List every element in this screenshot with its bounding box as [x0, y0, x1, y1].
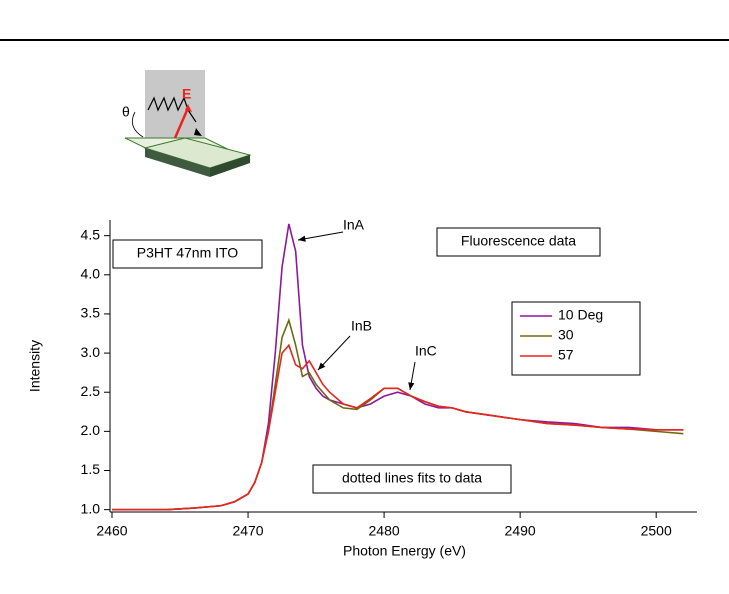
annotation-box — [112, 239, 263, 269]
annotation-arrow — [317, 335, 351, 371]
inset-diagram — [124, 70, 252, 177]
x-axis-label: Photon Energy (eV) — [343, 543, 466, 559]
y-axis-label: Intensity — [27, 340, 43, 392]
x-tick-label: 2480 — [369, 523, 400, 539]
arrow-head — [408, 382, 415, 390]
annotation: InB — [351, 318, 372, 334]
annotation: InC — [415, 343, 437, 359]
y-tick-label: 1.0 — [81, 500, 101, 516]
annotation: Fluorescence data — [461, 233, 576, 249]
y-tick-label: 2.5 — [81, 383, 101, 399]
inset-label: θ — [122, 104, 130, 120]
y-tick-label: 4.5 — [81, 226, 101, 242]
legend-label: 57 — [558, 347, 574, 363]
annotation-box — [436, 227, 601, 257]
inset-label: E — [182, 86, 191, 102]
x-tick-label: 2490 — [505, 523, 536, 539]
y-tick-label: 3.5 — [81, 305, 101, 321]
arrow-head — [298, 235, 306, 242]
y-tick-label: 1.5 — [81, 461, 101, 477]
y-tick-label: 2.0 — [81, 422, 101, 438]
annotation: InA — [343, 217, 365, 233]
annotation-arrow — [297, 231, 344, 241]
x-tick-label: 2470 — [232, 523, 263, 539]
y-tick-label: 4.0 — [81, 266, 101, 282]
annotation-box — [312, 464, 512, 494]
y-tick-label: 3.0 — [81, 344, 101, 360]
x-tick-label: 2500 — [641, 523, 672, 539]
arrow-head — [318, 362, 326, 370]
x-tick-label: 2460 — [96, 523, 127, 539]
legend-label: 10 Deg — [558, 307, 603, 323]
annotation: dotted lines fits to data — [342, 470, 482, 486]
annotation: P3HT 47nm ITO — [137, 245, 239, 261]
legend-label: 30 — [558, 327, 574, 343]
legend-box — [511, 301, 641, 376]
series-line — [112, 343, 684, 511]
